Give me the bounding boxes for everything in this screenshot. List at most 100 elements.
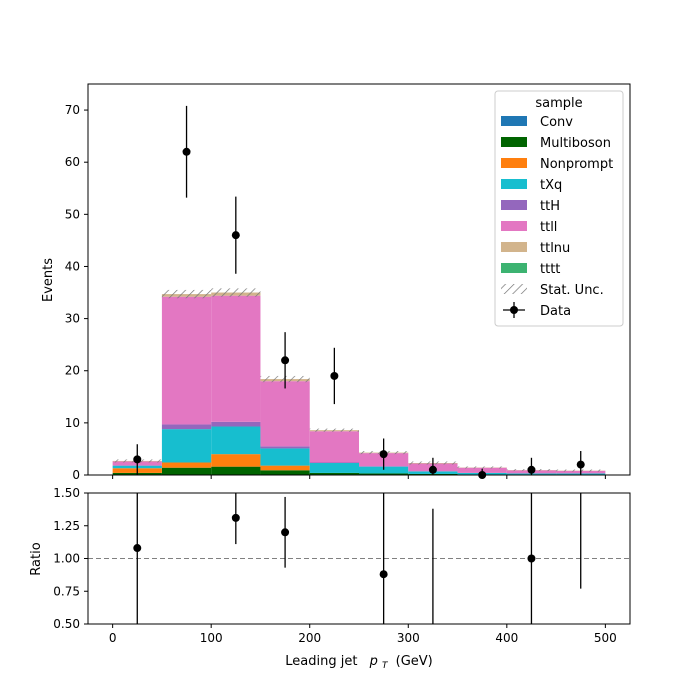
x-axis-label-math: p bbox=[369, 654, 378, 669]
bar-nonprompt-bin-2 bbox=[211, 454, 261, 467]
legend-label: Data bbox=[540, 304, 571, 319]
legend-item-ttlnu: ttlnu bbox=[501, 241, 570, 256]
ratio-x-tick-label: 300 bbox=[397, 631, 420, 645]
ratio-y-tick-label: 1.25 bbox=[53, 519, 80, 533]
stat-unc-band-bin-4 bbox=[309, 428, 359, 432]
ratio-point-3 bbox=[379, 570, 388, 579]
ratio-x-tick-label: 500 bbox=[594, 631, 617, 645]
legend-swatch bbox=[501, 116, 527, 126]
bar-ttll-bin-1 bbox=[161, 296, 212, 425]
ratio-point-1 bbox=[231, 513, 240, 522]
main-y-ticks: 0 10 20 30 40 50 60 70 bbox=[65, 103, 88, 482]
data-point-6 bbox=[428, 465, 437, 474]
legend-swatch bbox=[501, 179, 527, 189]
data-point-0 bbox=[133, 455, 142, 464]
ratio-x-tick-label: 400 bbox=[495, 631, 518, 645]
legend-item-stat-unc-: Stat. Unc. bbox=[501, 283, 604, 298]
data-point-4 bbox=[330, 371, 339, 380]
main-x-ticks bbox=[112, 475, 606, 479]
legend-label: ttH bbox=[540, 199, 560, 214]
stat-unc-band-bin-2 bbox=[211, 288, 261, 297]
ratio-x-ticks: 0 100 200 300 400 500 bbox=[109, 624, 617, 645]
main-y-tick-label: 60 bbox=[65, 155, 80, 169]
bar-txq-bin-1 bbox=[161, 429, 212, 463]
main-y-tick-label: 20 bbox=[65, 364, 80, 378]
bar-multiboson-bin-5 bbox=[359, 473, 409, 475]
legend-label: ttll bbox=[540, 220, 557, 235]
ratio-y-ticks: 0.50 0.75 1.00 1.25 1.50 bbox=[53, 486, 88, 631]
bar-tth-bin-3 bbox=[260, 446, 310, 449]
data-point-2 bbox=[231, 231, 240, 240]
bar-ttll-bin-4 bbox=[309, 431, 359, 463]
main-y-tick-label: 10 bbox=[65, 416, 80, 430]
main-y-tick-label: 0 bbox=[72, 468, 80, 482]
stacked-bars bbox=[112, 292, 606, 475]
ratio-point-5 bbox=[527, 554, 536, 563]
ratio-y-axis-label: Ratio bbox=[29, 542, 44, 575]
main-y-tick-label: 50 bbox=[65, 207, 80, 221]
bar-tth-bin-2 bbox=[211, 421, 261, 427]
main-y-tick-label: 30 bbox=[65, 312, 80, 326]
legend-item-tth: ttH bbox=[501, 199, 560, 214]
legend-label: ttlnu bbox=[540, 241, 570, 256]
bar-multiboson-bin-3 bbox=[260, 470, 310, 475]
main-y-tick-label: 70 bbox=[65, 103, 80, 117]
legend-item-nonprompt: Nonprompt bbox=[501, 157, 613, 172]
bar-nonprompt-bin-3 bbox=[260, 465, 310, 471]
bar-multiboson-bin-2 bbox=[211, 466, 261, 475]
ratio-x-tick-label: 0 bbox=[109, 631, 117, 645]
main-y-tick-label: 40 bbox=[65, 259, 80, 273]
data-point-3 bbox=[281, 356, 290, 365]
legend-label: Conv bbox=[540, 115, 573, 130]
bar-txq-bin-3 bbox=[260, 448, 310, 466]
ratio-panel: 0.50 0.75 1.00 1.25 1.50 0 100 200 300 400 500 Ra… bbox=[29, 486, 631, 672]
legend-swatch bbox=[501, 158, 527, 168]
legend-item-ttll: ttll bbox=[501, 220, 557, 235]
x-axis-label: Leading jet p T (GeV) bbox=[285, 654, 432, 672]
data-points bbox=[133, 105, 585, 479]
bar-tth-bin-4 bbox=[309, 462, 359, 464]
ratio-point-0 bbox=[133, 544, 142, 553]
legend-title: sample bbox=[535, 96, 582, 111]
ratio-y-tick-label: 1.50 bbox=[53, 486, 80, 500]
legend-swatch bbox=[501, 263, 527, 273]
ratio-points bbox=[133, 493, 582, 624]
legend-label: Stat. Unc. bbox=[540, 283, 604, 298]
data-point-9 bbox=[576, 460, 585, 469]
stat-unc-band-bin-1 bbox=[161, 289, 212, 299]
legend-items: Conv Multiboson Nonprompt tXq ttH ttll ttlnu tt… bbox=[501, 115, 613, 319]
legend-item-txq: tXq bbox=[501, 178, 562, 193]
legend-label: Multiboson bbox=[540, 136, 611, 151]
data-point-5 bbox=[379, 450, 388, 459]
legend-swatch bbox=[501, 200, 527, 210]
ratio-x-tick-label: 200 bbox=[298, 631, 321, 645]
main-y-axis-label: Events bbox=[41, 258, 56, 302]
data-point-8 bbox=[527, 465, 536, 474]
main-plot-frame bbox=[87, 83, 631, 476]
data-point-1 bbox=[182, 147, 191, 156]
legend-swatch bbox=[501, 242, 527, 252]
legend-label: tXq bbox=[540, 178, 562, 193]
legend-item-multiboson: Multiboson bbox=[501, 136, 611, 151]
ratio-y-tick-label: 1.00 bbox=[53, 552, 80, 566]
legend: sample Conv Multiboson Nonprompt tXq ttH ttll… bbox=[494, 90, 624, 327]
legend-swatch bbox=[501, 284, 527, 294]
ratio-point-2 bbox=[281, 528, 290, 537]
bar-multiboson-bin-4 bbox=[309, 472, 359, 475]
bar-txq-bin-4 bbox=[309, 463, 359, 473]
bar-txq-bin-2 bbox=[211, 426, 261, 455]
bar-multiboson-bin-1 bbox=[161, 467, 212, 475]
bar-ttll-bin-3 bbox=[260, 381, 310, 447]
main-panel: 0 10 20 30 40 50 60 70 Events sample Conv Multib… bbox=[41, 83, 631, 482]
bar-nonprompt-bin-1 bbox=[161, 462, 212, 468]
bar-txq-bin-5 bbox=[359, 466, 409, 474]
stat-unc-band-bin-7 bbox=[457, 466, 507, 469]
x-axis-label-math-sub: T bbox=[382, 661, 389, 671]
legend-item-data: Data bbox=[503, 302, 571, 319]
legend-item-conv: Conv bbox=[501, 115, 573, 130]
bar-tth-bin-1 bbox=[161, 424, 212, 430]
x-axis-label-text: Leading jet bbox=[285, 654, 357, 669]
bar-ttll-bin-2 bbox=[211, 295, 261, 422]
legend-label: tttt bbox=[540, 262, 560, 277]
